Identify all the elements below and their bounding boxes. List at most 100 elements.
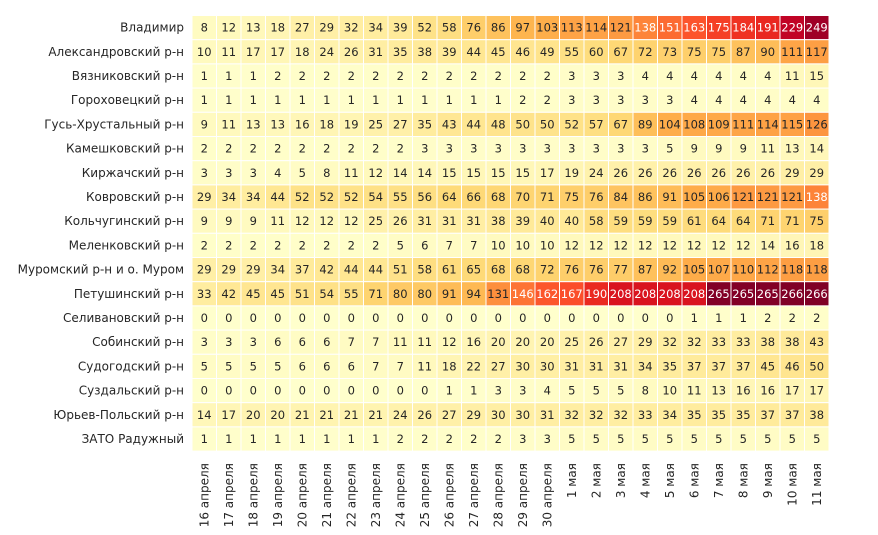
cell-value-label: 138 [806, 190, 828, 204]
heatmap-cell [412, 378, 438, 404]
cell-value-label: 1 [446, 384, 453, 398]
cell-value-label: 14 [393, 166, 408, 180]
cell-value-label: 0 [421, 311, 428, 325]
cell-value-label: 4 [740, 69, 747, 83]
cell-value-label: 2 [421, 69, 428, 83]
heatmap-cell [632, 136, 658, 162]
cell-value-label: 14 [760, 238, 775, 252]
cell-value-label: 10 [197, 45, 212, 59]
heatmap-cell [314, 184, 340, 210]
row-label: Юрьев-Польский р-н [53, 408, 184, 422]
cell-value-label: 7 [372, 335, 379, 349]
cell-value-label: 104 [659, 117, 681, 131]
column-label: 18 апреля [246, 463, 260, 527]
cell-value-label: 2 [813, 311, 820, 325]
cell-value-label: 8 [201, 21, 208, 35]
cell-value-label: 2 [397, 142, 404, 156]
heatmap-cell [191, 63, 217, 89]
cell-value-label: 38 [491, 214, 506, 228]
cell-value-label: 4 [666, 69, 673, 83]
cell-value-label: 1 [250, 432, 257, 446]
cell-value-label: 52 [344, 190, 359, 204]
cell-value-label: 6 [299, 359, 306, 373]
cell-value-label: 15 [442, 166, 457, 180]
cell-value-label: 1 [250, 69, 257, 83]
heatmap-cell [265, 402, 291, 428]
cell-value-label: 0 [397, 311, 404, 325]
heatmap-cell [779, 184, 805, 210]
cell-value-label: 57 [589, 117, 604, 131]
cell-value-label: 37 [295, 263, 310, 277]
cell-value-label: 3 [446, 142, 453, 156]
cell-value-label: 0 [421, 384, 428, 398]
cell-value-label: 39 [393, 21, 408, 35]
cell-value-label: 0 [348, 384, 355, 398]
cell-value-label: 2 [299, 69, 306, 83]
cell-value-label: 115 [781, 117, 803, 131]
cell-value-label: 1 [274, 93, 281, 107]
cell-value-label: 2 [323, 238, 330, 252]
cell-value-label: 114 [757, 117, 779, 131]
cell-value-label: 0 [225, 311, 232, 325]
cell-value-label: 105 [683, 190, 705, 204]
cell-value-label: 35 [662, 359, 677, 373]
cell-value-label: 76 [564, 263, 579, 277]
cell-value-label: 20 [491, 335, 506, 349]
heatmap-cell [363, 208, 389, 234]
cell-value-label: 29 [197, 263, 212, 277]
heatmap-cell [510, 15, 536, 41]
cell-value-label: 11 [221, 45, 236, 59]
cell-value-label: 8 [323, 166, 330, 180]
heatmap-cell [510, 184, 536, 210]
heatmap-cell [706, 329, 732, 355]
heatmap-cell [681, 208, 707, 234]
cell-value-label: 17 [785, 384, 800, 398]
heatmap-cell [412, 305, 438, 331]
row-label: Муромский р-н и о. Муром [18, 263, 184, 277]
cell-value-label: 3 [201, 166, 208, 180]
column-label: 7 мая [712, 463, 726, 498]
heatmap-cell [436, 353, 462, 379]
cell-value-label: 40 [564, 214, 579, 228]
cell-value-label: 4 [691, 93, 698, 107]
cell-value-label: 5 [617, 384, 624, 398]
heatmap-cell [412, 39, 438, 65]
heatmap-cell [706, 378, 732, 404]
cell-value-label: 31 [417, 214, 432, 228]
cell-value-label: 71 [760, 214, 775, 228]
heatmap-cell [461, 232, 487, 259]
cell-value-label: 34 [221, 190, 236, 204]
heatmap-cell [657, 136, 683, 162]
cell-value-label: 0 [470, 311, 477, 325]
heatmap-cell [755, 305, 781, 331]
cell-value-label: 3 [666, 93, 673, 107]
cell-value-label: 3 [593, 93, 600, 107]
heatmap-cell [755, 39, 781, 65]
cell-value-label: 26 [589, 335, 604, 349]
cell-value-label: 3 [201, 335, 208, 349]
heatmap-cell [583, 15, 609, 41]
cell-value-label: 2 [397, 432, 404, 446]
heatmap-cell [583, 111, 609, 138]
heatmap-cell [583, 232, 609, 259]
cell-value-label: 0 [642, 311, 649, 325]
cell-value-label: 2 [519, 93, 526, 107]
cell-value-label: 146 [512, 287, 534, 301]
cell-value-label: 4 [642, 69, 649, 83]
cell-value-label: 0 [593, 311, 600, 325]
column-label: 6 мая [687, 463, 701, 498]
cell-value-label: 13 [270, 117, 285, 131]
cell-value-label: 92 [662, 263, 677, 277]
cell-value-label: 32 [344, 21, 359, 35]
heatmap-cell [412, 87, 438, 113]
cell-value-label: 17 [246, 45, 261, 59]
heatmap-cell [534, 402, 560, 428]
heatmap-cell [681, 63, 707, 89]
cell-value-label: 12 [368, 166, 383, 180]
row-labels: Владимир Александровский р-н Вязниковский … [18, 21, 184, 446]
cell-value-label: 72 [638, 45, 653, 59]
heatmap-cell [240, 87, 266, 113]
cell-value-label: 105 [683, 263, 705, 277]
heatmap-cell [289, 257, 315, 283]
cell-value-label: 4 [544, 384, 551, 398]
